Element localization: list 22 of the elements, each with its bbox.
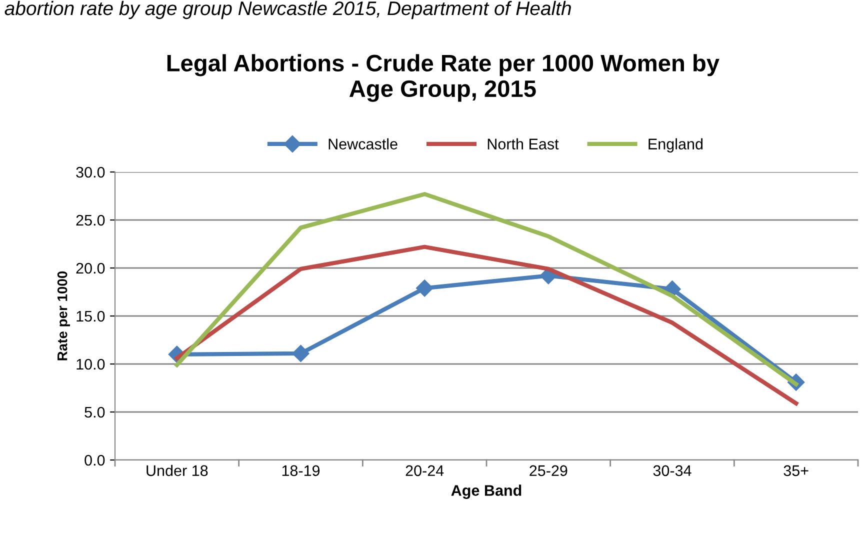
y-tick-label: 20.0	[76, 262, 105, 274]
x-tick-label: 35+	[784, 465, 808, 476]
legend-label: North East	[488, 138, 559, 150]
y-axis-title: Rate per 1000	[57, 271, 70, 360]
y-tick-label: 5.0	[84, 406, 105, 418]
y-tick-label: 10.0	[76, 358, 105, 370]
legend-label: England	[648, 138, 703, 152]
y-tick-label: 15.0	[76, 310, 105, 322]
x-tick-label: Under 18	[146, 464, 208, 476]
x-tick-label: 18-19	[282, 465, 320, 476]
x-tick-label: 20-24	[406, 465, 444, 476]
x-tick-label: 30-34	[653, 465, 692, 476]
y-tick-label: 30.0	[76, 166, 105, 178]
text: abortion rate by age group Newcastle 2015, Department of Health	[4, 0, 571, 20]
y-tick-label: 25.0	[76, 214, 105, 226]
x-axis-title: Age Band	[451, 484, 522, 499]
legend-label: Newcastle	[328, 138, 398, 150]
point	[292, 344, 310, 362]
point	[416, 280, 434, 297]
chart-title: Legal Abortions - Crude Rate per 1000 Women by Age Group, 2015	[167, 54, 720, 102]
x-tick-label: 25-29	[530, 465, 568, 476]
y-tick-label: 0.0	[84, 454, 105, 466]
